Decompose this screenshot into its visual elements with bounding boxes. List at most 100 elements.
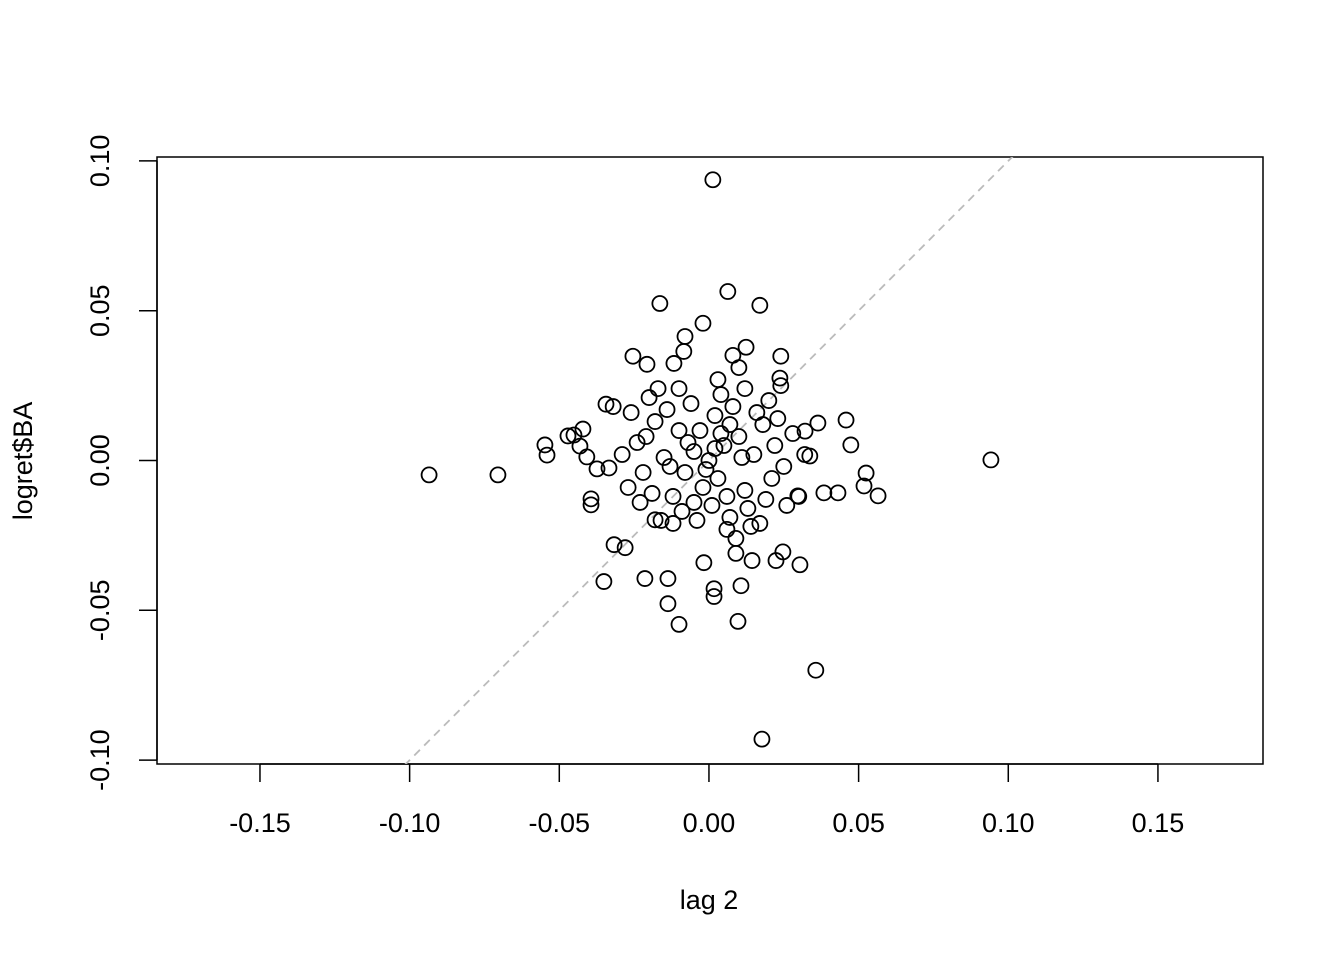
- point: [737, 338, 755, 356]
- point: [624, 347, 642, 365]
- point: [694, 314, 712, 332]
- point: [736, 482, 754, 499]
- point: [837, 411, 855, 429]
- point: [613, 446, 631, 463]
- point: [685, 443, 703, 460]
- point: [712, 425, 730, 442]
- point: [751, 515, 769, 532]
- point: [685, 494, 703, 511]
- point: [796, 446, 814, 463]
- point: [775, 458, 793, 475]
- point: [643, 485, 661, 502]
- point: [704, 171, 722, 189]
- point: [688, 512, 706, 529]
- point: [769, 410, 787, 427]
- point: [712, 386, 730, 403]
- point: [727, 544, 745, 562]
- point: [730, 359, 748, 377]
- point: [637, 428, 655, 445]
- point: [694, 479, 712, 496]
- point: [676, 328, 694, 345]
- point: [809, 414, 827, 432]
- point: [766, 437, 784, 454]
- point: [574, 420, 592, 438]
- point: [742, 518, 760, 535]
- point: [695, 554, 713, 572]
- point: [982, 451, 1000, 469]
- point: [597, 395, 615, 413]
- point: [697, 461, 715, 478]
- point: [767, 552, 785, 569]
- point: [727, 529, 745, 547]
- point: [649, 380, 667, 397]
- point: [857, 464, 875, 482]
- point: [659, 595, 677, 613]
- point: [855, 477, 873, 495]
- point: [709, 470, 727, 487]
- x-tick-label: 0.05: [832, 808, 885, 838]
- y-tick-label: -0.05: [85, 580, 115, 642]
- point: [796, 422, 814, 440]
- point: [721, 509, 739, 526]
- x-tick-label: 0.00: [683, 808, 736, 838]
- point: [619, 479, 637, 496]
- x-tick-label: -0.05: [529, 808, 591, 838]
- point: [772, 347, 790, 365]
- point: [679, 434, 697, 451]
- point: [616, 539, 634, 557]
- x-tick-label: -0.15: [229, 808, 291, 838]
- point: [829, 484, 847, 502]
- y-axis-title: logret$BA: [8, 402, 38, 521]
- point: [807, 661, 825, 679]
- point: [604, 398, 622, 415]
- point: [718, 521, 736, 538]
- point: [772, 377, 790, 394]
- point: [646, 511, 664, 529]
- x-tick-label: 0.15: [1132, 808, 1185, 838]
- point: [631, 494, 649, 511]
- point: [778, 497, 796, 514]
- y-tick-label: 0.00: [85, 434, 115, 487]
- point: [733, 449, 751, 466]
- point: [705, 588, 723, 605]
- point: [739, 500, 757, 517]
- point: [628, 434, 646, 451]
- point: [661, 458, 679, 475]
- point: [559, 427, 577, 445]
- point: [636, 570, 654, 587]
- point: [578, 448, 596, 466]
- point: [736, 380, 754, 397]
- point: [420, 466, 438, 484]
- point: [791, 556, 809, 574]
- point: [605, 536, 623, 554]
- point: [670, 380, 688, 397]
- point: [582, 490, 600, 508]
- y-tick-label: 0.05: [85, 284, 115, 337]
- point: [638, 355, 656, 373]
- point: [729, 612, 747, 630]
- point: [719, 283, 737, 300]
- point: [760, 392, 778, 409]
- point: [640, 389, 658, 406]
- point: [706, 440, 724, 457]
- point: [665, 355, 683, 372]
- point: [582, 496, 600, 514]
- point: [718, 488, 736, 505]
- point: [751, 296, 769, 314]
- point: [721, 416, 739, 433]
- x-tick-label: 0.10: [982, 808, 1035, 838]
- point: [790, 488, 808, 505]
- point: [655, 449, 673, 466]
- point: [664, 488, 682, 505]
- point: [682, 395, 700, 412]
- point: [730, 428, 748, 445]
- point: [675, 343, 693, 360]
- point: [664, 515, 682, 532]
- point: [763, 470, 781, 487]
- point: [652, 512, 670, 529]
- point: [670, 422, 688, 439]
- point: [709, 371, 727, 389]
- point: [753, 730, 771, 748]
- point: [595, 573, 613, 590]
